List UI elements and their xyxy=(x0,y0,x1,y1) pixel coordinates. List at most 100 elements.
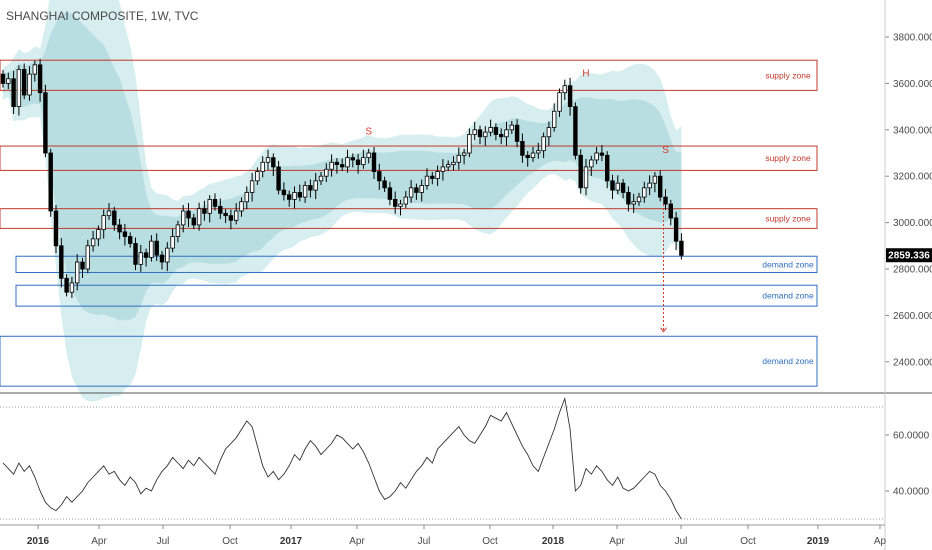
candle-body xyxy=(366,152,371,159)
candle-body xyxy=(578,154,583,189)
supply-zone-box xyxy=(0,59,818,91)
candle-body xyxy=(302,185,308,198)
candle-body xyxy=(175,224,181,237)
candle-body xyxy=(186,210,191,219)
candle-body xyxy=(419,185,424,193)
candle-body xyxy=(255,171,260,182)
candle-body xyxy=(483,131,488,138)
time-tick-label: Jul xyxy=(675,536,688,547)
candle-body xyxy=(85,245,90,270)
candle-body xyxy=(37,64,43,94)
candle-body xyxy=(334,161,340,165)
demand-zone-label: demand zone xyxy=(762,291,814,301)
candle-body xyxy=(451,161,456,165)
price-tick-label: 2400.000 xyxy=(893,357,932,368)
candle-body xyxy=(43,92,48,154)
price-pane: supply zone supply zone supply zone demand … xyxy=(0,0,932,402)
candle-body xyxy=(403,196,408,205)
candle-body xyxy=(170,236,175,249)
time-tick-label: 2016 xyxy=(27,536,50,547)
pattern-label: S xyxy=(365,126,372,137)
candle-body xyxy=(117,224,122,233)
price-tick-label: 3400.000 xyxy=(893,125,932,136)
candle-body xyxy=(149,240,154,258)
supply-zone-label: supply zone xyxy=(765,214,811,224)
last-price-label: 2859.336 xyxy=(888,251,930,262)
candle-body xyxy=(445,164,451,168)
candle-body xyxy=(138,252,143,265)
price-tick-label: 3000.000 xyxy=(893,218,932,229)
pattern-label: H xyxy=(582,68,589,79)
candle-body xyxy=(456,154,461,163)
time-tick-label: Oct xyxy=(222,536,238,547)
candle-body xyxy=(424,175,430,186)
candle-body xyxy=(631,201,636,205)
candle-body xyxy=(313,180,318,191)
rsi-pane: 40.0000 60.0000 xyxy=(0,396,930,520)
candle-body xyxy=(430,175,435,179)
candle-body xyxy=(53,210,59,247)
candle-body xyxy=(552,110,557,128)
candle-body xyxy=(663,196,668,205)
candle-body xyxy=(318,175,324,182)
candle-body xyxy=(207,198,212,214)
candle-body xyxy=(345,157,350,168)
candle-body xyxy=(371,152,377,172)
time-tick-label: 2017 xyxy=(280,536,303,547)
candle-body xyxy=(525,154,530,159)
price-axis: 2400.000 2600.000 2800.000 3000.000 3200.000… xyxy=(885,33,932,368)
candle-body xyxy=(355,159,361,166)
rsi-line xyxy=(2,396,682,520)
time-tick-label: Apr xyxy=(609,536,625,547)
candle-body xyxy=(212,198,218,207)
candle-body xyxy=(143,252,149,258)
candle-body xyxy=(244,192,249,203)
candle-body xyxy=(392,198,398,207)
projection-arrowhead xyxy=(660,327,667,333)
price-tick-label: 3200.000 xyxy=(893,172,932,183)
zone-layer: supply zone supply zone supply zone demand … xyxy=(0,59,818,387)
candle-body xyxy=(101,215,106,230)
candle-body xyxy=(154,240,159,256)
demand-zone-box xyxy=(0,335,818,387)
candle-body xyxy=(636,196,642,203)
time-tick-label: Oct xyxy=(482,536,498,547)
candle-body xyxy=(165,247,170,263)
candle-body xyxy=(239,201,244,212)
demand-zone-label: demand zone xyxy=(762,259,814,269)
candle-body xyxy=(32,64,37,75)
candle-body xyxy=(361,157,366,165)
candle-body xyxy=(382,180,387,189)
candle-body xyxy=(514,124,520,142)
candle-body xyxy=(610,180,615,191)
candle-body xyxy=(440,166,446,172)
rsi-tick-label: 60.0000 xyxy=(893,431,930,442)
candle-body xyxy=(218,205,223,214)
candle-body xyxy=(127,236,133,244)
candle-body xyxy=(48,152,53,212)
chart-title: SHANGHAI COMPOSITE, 1W, TVC xyxy=(6,9,199,23)
candle-body xyxy=(488,127,493,133)
time-tick-label: 2018 xyxy=(542,536,565,547)
candle-body xyxy=(350,157,355,161)
candle-body xyxy=(567,85,573,108)
candle-body xyxy=(435,171,440,179)
candle-body xyxy=(562,85,567,94)
candle-body xyxy=(90,238,96,247)
candle-body xyxy=(106,210,112,217)
candle-body xyxy=(69,282,75,293)
demand-zone-box xyxy=(15,255,818,273)
supply-zone-box xyxy=(0,145,818,171)
candle-body xyxy=(493,127,499,135)
candle-body xyxy=(180,210,186,226)
time-tick-label: 2019 xyxy=(807,536,830,547)
candle-body xyxy=(472,129,477,135)
candle-body xyxy=(467,134,472,154)
candle-body xyxy=(191,217,196,226)
candle-body xyxy=(271,157,276,168)
candle-body xyxy=(122,231,128,237)
candle-body xyxy=(260,161,265,172)
candle-body xyxy=(387,187,393,200)
candle-body xyxy=(615,182,620,191)
price-tick-label: 2800.000 xyxy=(893,265,932,276)
